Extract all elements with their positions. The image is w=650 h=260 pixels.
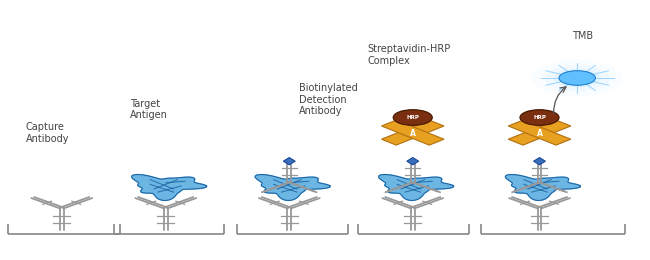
Text: HRP: HRP — [406, 115, 419, 120]
Polygon shape — [506, 174, 580, 200]
Polygon shape — [379, 174, 454, 200]
Polygon shape — [283, 158, 295, 165]
Text: HRP: HRP — [533, 115, 546, 120]
Circle shape — [545, 65, 610, 91]
Circle shape — [520, 110, 559, 125]
Polygon shape — [382, 120, 444, 145]
Text: A: A — [410, 129, 416, 138]
Polygon shape — [132, 174, 207, 200]
Text: Target
Antigen: Target Antigen — [130, 99, 168, 120]
Circle shape — [554, 69, 601, 87]
Circle shape — [532, 60, 623, 96]
Polygon shape — [407, 158, 419, 165]
Text: Streptavidin-HRP
Complex: Streptavidin-HRP Complex — [368, 44, 451, 66]
Text: A: A — [536, 129, 543, 138]
Text: Capture
Antibody: Capture Antibody — [26, 122, 70, 144]
Text: TMB: TMB — [572, 31, 593, 41]
Polygon shape — [382, 120, 444, 145]
Circle shape — [559, 71, 595, 85]
Polygon shape — [255, 174, 330, 200]
Circle shape — [393, 110, 432, 125]
Polygon shape — [534, 158, 545, 165]
Polygon shape — [508, 120, 571, 145]
Text: Biotinylated
Detection
Antibody: Biotinylated Detection Antibody — [299, 83, 358, 116]
Polygon shape — [508, 120, 571, 145]
